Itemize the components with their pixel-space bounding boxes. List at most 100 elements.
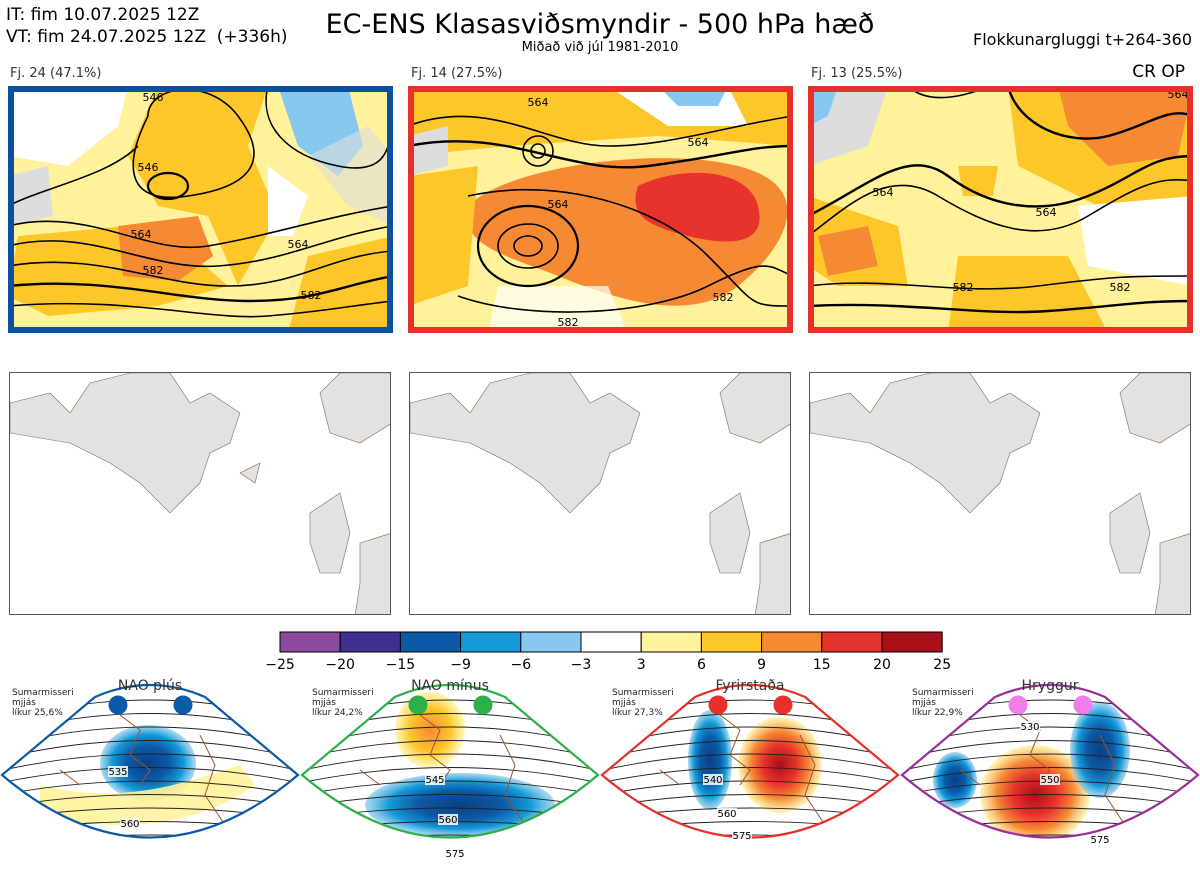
regime-frame xyxy=(300,683,600,839)
colorbar-tick-label: 20 xyxy=(873,657,891,673)
colorbar-bin xyxy=(279,631,341,653)
regime-info: líkur 27,3% xyxy=(612,708,663,718)
colorbar-tick-label: 6 xyxy=(697,657,706,673)
regime-info: mjjás xyxy=(12,698,36,708)
colorbar-bin xyxy=(881,631,943,653)
colorbar-bin xyxy=(520,631,582,653)
regime-info: Sumarmisseri xyxy=(612,688,674,698)
regime-title: Fyrirstaða xyxy=(716,678,785,694)
regime-contour-label: 575 xyxy=(1090,835,1109,846)
regime-dot xyxy=(1073,695,1093,715)
contour-label: 564 xyxy=(873,186,894,199)
regime-info: Sumarmisseri xyxy=(12,688,74,698)
colorbar-bin xyxy=(460,631,522,653)
contour-label: 582 xyxy=(143,264,164,277)
colorbar-tick-label: 15 xyxy=(813,657,831,673)
regime-title: NAO mínus xyxy=(411,678,489,694)
vt-line: VT: fim 24.07.2025 12Z (+336h) xyxy=(6,27,288,47)
colorbar-bin xyxy=(339,631,401,653)
it-line: IT: fim 10.07.2025 12Z xyxy=(6,5,200,25)
regime-frame xyxy=(900,683,1200,839)
colorbar-tick-label: −6 xyxy=(510,657,531,673)
regime-info: mjjás xyxy=(612,698,636,708)
contour-label: 564 xyxy=(548,198,569,211)
header-info: IT: fim 10.07.2025 12Z VT: fim 24.07.202… xyxy=(6,4,288,48)
regime-info: líkur 22,9% xyxy=(912,708,963,718)
anomaly-blob xyxy=(100,725,196,801)
contour-label: 564 xyxy=(288,238,309,251)
contour-label: 546 xyxy=(138,161,159,174)
regime-contour-label: 540 xyxy=(703,775,722,786)
regime-info: mjjás xyxy=(912,698,936,708)
colorbar-tick-label: −9 xyxy=(450,657,471,673)
regime-frame xyxy=(0,683,300,839)
cluster-map-3-svg: 564 564 582 582 564 xyxy=(808,86,1193,333)
anomaly-blob xyxy=(395,692,465,768)
contour-label: 582 xyxy=(1110,281,1131,294)
colorbar-tick-label: 3 xyxy=(637,657,646,673)
cluster-map-1: 546 564 582 546 564 582 xyxy=(8,86,393,333)
window-label: Flokkunargluggi t+264-360 xyxy=(973,30,1192,49)
regime-info: mjjás xyxy=(312,698,336,708)
empty-map-2 xyxy=(409,372,791,615)
colorbar-tick-label: 25 xyxy=(933,657,951,673)
contour-label: 582 xyxy=(713,291,734,304)
contour-label: 564 xyxy=(1036,206,1057,219)
regime-title: NAO plús xyxy=(118,678,182,694)
contour-label: 582 xyxy=(953,281,974,294)
colorbar-tick-label: −15 xyxy=(386,657,416,673)
colorbar-bin xyxy=(821,631,883,653)
cluster-map-2: 564 564 564 582 582 xyxy=(408,86,793,333)
anomaly-blob xyxy=(1070,702,1130,798)
colorbar-tick-label: −20 xyxy=(325,657,355,673)
colorbar-tick-label: −3 xyxy=(571,657,592,673)
empty-map-3 xyxy=(809,372,1191,615)
cluster-label-3: Fj. 13 (25.5%) xyxy=(811,66,903,81)
regime-info: líkur 24,2% xyxy=(312,708,363,718)
regime-dot xyxy=(173,695,193,715)
colorbar-bin xyxy=(399,631,462,653)
crop-label: CR OP xyxy=(1132,62,1185,82)
contour-label: 564 xyxy=(131,228,152,241)
contour-label: 546 xyxy=(143,91,164,104)
colorbar-tick-label: 9 xyxy=(757,657,766,673)
regime-dot xyxy=(773,695,793,715)
contour-label: 582 xyxy=(558,316,579,329)
regime-dot xyxy=(1008,695,1028,715)
empty-map-2-svg xyxy=(410,373,790,614)
regime-contour-label: 560 xyxy=(120,819,139,830)
colorbar-tick-label: −25 xyxy=(265,657,295,673)
cluster-map-1-svg: 546 564 582 546 564 582 xyxy=(8,86,393,333)
regime-contour-label: 530 xyxy=(1020,722,1039,733)
regime-contour-label: 560 xyxy=(438,815,457,826)
empty-map-1-svg xyxy=(10,373,390,614)
contour-label: 564 xyxy=(528,96,549,109)
regime-dot xyxy=(473,695,493,715)
anomaly-blob xyxy=(933,752,977,808)
page-title: EC-ENS Klasasviðsmyndir - 500 hPa hæð xyxy=(325,9,875,40)
empty-map-3-svg xyxy=(810,373,1190,614)
regime-info: líkur 25,6% xyxy=(12,708,63,718)
cluster-frame-1 xyxy=(8,86,393,333)
cluster-map-2-svg: 564 564 564 582 582 xyxy=(408,86,793,333)
regime-contour-label: 575 xyxy=(445,849,464,860)
colorbar-bin xyxy=(700,631,763,653)
regime-dot xyxy=(108,695,128,715)
anomaly-blob xyxy=(1012,851,1044,863)
regime-info: Sumarmisseri xyxy=(912,688,974,698)
contour-label: 582 xyxy=(301,289,322,302)
colorbar-bin xyxy=(640,631,702,653)
regime-info: Sumarmisseri xyxy=(312,688,374,698)
regime-dot xyxy=(708,695,728,715)
colorbar-bin xyxy=(580,631,642,653)
regime-contour-label: 560 xyxy=(717,809,736,820)
cluster-label-1: Fj. 24 (47.1%) xyxy=(10,66,102,81)
anomaly-blob xyxy=(738,717,822,813)
regime-contour-label: 550 xyxy=(1040,775,1059,786)
cluster-frame-2 xyxy=(408,86,793,333)
regime-contour-label: 535 xyxy=(108,767,127,778)
colorbar: −25 −20 −15 −9 −6 −3 3 6 9 15 20 25 xyxy=(265,631,951,673)
